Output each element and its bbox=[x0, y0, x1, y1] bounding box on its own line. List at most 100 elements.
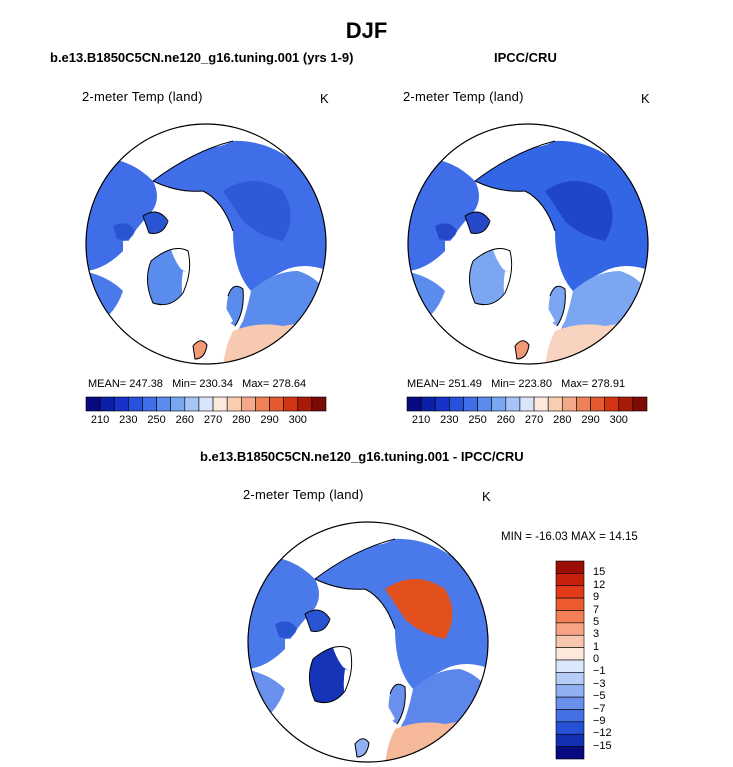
obs-bering-sea bbox=[518, 124, 555, 148]
diff-minmax: MIN = -16.03 MAX = 14.15 bbox=[501, 531, 638, 543]
obs-mean-label: MEAN= bbox=[407, 378, 446, 390]
model-colorbar-box bbox=[142, 396, 157, 412]
model-max-value: 278.64 bbox=[272, 378, 307, 390]
obs-colorbar-box bbox=[547, 396, 563, 412]
obs-colorbar-box bbox=[632, 396, 648, 412]
model-colorbar-box bbox=[113, 396, 129, 412]
model-colorbar-box bbox=[226, 396, 242, 412]
diff-land-scandinavia bbox=[388, 684, 406, 724]
diff-colorbar-tick-label: −15 bbox=[593, 739, 612, 752]
diff-colorbar-tick-label: 5 bbox=[593, 615, 600, 628]
model-colorbar-tick-label: 300 bbox=[288, 414, 307, 426]
obs-colorbar-box bbox=[449, 396, 464, 412]
diff-colorbar-box bbox=[555, 746, 585, 760]
model-arctic-ocean bbox=[166, 198, 228, 277]
diff-colorbar-box bbox=[555, 721, 585, 735]
diff-colorbar-box bbox=[555, 610, 585, 624]
diff-coastline bbox=[314, 538, 396, 580]
diff-colorbar-box bbox=[555, 672, 585, 686]
diff-map-border bbox=[247, 521, 489, 763]
diff-coastline bbox=[354, 738, 370, 758]
model-hudson-bay bbox=[123, 240, 145, 270]
obs-coastline bbox=[549, 285, 566, 327]
obs-colorbar-tick-label: 250 bbox=[468, 414, 487, 426]
obs-hudson-bay bbox=[445, 240, 467, 270]
obs-land-archipelago bbox=[465, 212, 490, 234]
model-bering-sea bbox=[196, 124, 233, 148]
obs-colorbar-box bbox=[618, 396, 634, 412]
diff-land-archipelago-2 bbox=[275, 621, 297, 638]
model-colorbar-tick-label: 270 bbox=[203, 414, 223, 426]
model-colorbar-box bbox=[156, 396, 172, 412]
diff-colorbar-box bbox=[555, 560, 585, 574]
model-colorbar-tick-label: 260 bbox=[175, 414, 194, 426]
obs-colorbar-box bbox=[491, 396, 507, 412]
model-colorbar bbox=[85, 396, 327, 412]
obs-colorbar-ticks: 210 230 250 260 270 280 290 300 bbox=[407, 414, 647, 428]
model-colorbar-box bbox=[255, 396, 270, 412]
model-colorbar-ticks: 210 230 250 260 270 280 290 300 bbox=[86, 414, 326, 428]
model-colorbar-box bbox=[297, 396, 313, 412]
diff-colorbar-box bbox=[555, 733, 585, 747]
diff-colorbar-tick-label: 12 bbox=[593, 578, 606, 591]
model-land-archipelago bbox=[143, 212, 168, 234]
obs-colorbar-tick-label: 300 bbox=[609, 414, 628, 426]
obs-colorbar-box bbox=[590, 396, 605, 412]
diff-colorbar-tick-label: −7 bbox=[593, 702, 606, 715]
diff-coastline bbox=[389, 683, 406, 725]
model-land-archipelago-2 bbox=[113, 223, 135, 240]
diff-colorbar bbox=[555, 560, 585, 760]
diff-bering-sea bbox=[358, 522, 395, 546]
model-coastline bbox=[152, 180, 234, 232]
model-stats: MEAN= 247.38 Min= 230.34 Max= 278.64 bbox=[88, 378, 306, 390]
model-colorbar-box bbox=[85, 396, 101, 412]
diff-units-label: K bbox=[482, 489, 491, 504]
diff-coastline bbox=[304, 609, 331, 632]
obs-land-siberia-core bbox=[545, 181, 613, 241]
model-atlantic-ocean bbox=[181, 271, 233, 330]
obs-colorbar-box bbox=[604, 396, 620, 412]
model-land-north-america bbox=[86, 158, 157, 271]
diff-colorbar-tick-label: 3 bbox=[593, 628, 600, 641]
obs-units-label: K bbox=[641, 91, 650, 106]
diff-colorbar-tick-label: −1 bbox=[593, 665, 606, 678]
model-units-label: K bbox=[320, 91, 329, 106]
obs-colorbar-box bbox=[420, 396, 436, 412]
model-colorbar-box bbox=[99, 396, 115, 412]
obs-colorbar-tick-label: 290 bbox=[581, 414, 600, 426]
obs-colorbar-box bbox=[519, 396, 535, 412]
model-coastline bbox=[147, 248, 191, 306]
obs-colorbar-box bbox=[576, 396, 591, 412]
obs-variable-label: 2-meter Temp (land) bbox=[403, 89, 524, 104]
model-colorbar-box bbox=[269, 396, 284, 412]
diff-colorbar-box bbox=[555, 647, 585, 661]
obs-colorbar-tick-label: 270 bbox=[524, 414, 544, 426]
obs-colorbar bbox=[406, 396, 648, 412]
diff-coastline bbox=[309, 646, 353, 704]
model-mean-label: MEAN= bbox=[88, 378, 127, 390]
obs-max-value: 278.91 bbox=[591, 378, 626, 390]
diff-colorbar-tick-label: −5 bbox=[593, 690, 606, 703]
model-coastline bbox=[152, 140, 234, 182]
obs-coastline bbox=[514, 340, 530, 360]
diff-colorbar-tick-label: 15 bbox=[593, 566, 606, 579]
model-coastline bbox=[192, 340, 208, 360]
model-panel-title: b.e13.B1850C5CN.ne120_g16.tuning.001 (yr… bbox=[50, 50, 354, 65]
obs-coastline bbox=[469, 248, 513, 306]
diff-colorbar-box bbox=[555, 634, 585, 648]
obs-arctic-ocean bbox=[488, 198, 550, 277]
model-variable-label: 2-meter Temp (land) bbox=[82, 89, 203, 104]
model-colorbar-tick-label: 210 bbox=[90, 414, 110, 426]
obs-max-label: Max= bbox=[561, 378, 589, 390]
diff-land-archipelago bbox=[305, 610, 330, 632]
obs-colorbar-box bbox=[477, 396, 493, 412]
obs-colorbar-box bbox=[505, 396, 521, 412]
model-colorbar-tick-label: 290 bbox=[260, 414, 279, 426]
diff-colorbar-tick-label: −12 bbox=[593, 727, 612, 740]
obs-land-north-america bbox=[408, 158, 479, 271]
diff-colorbar-box bbox=[555, 585, 585, 599]
model-land-siberia-core bbox=[223, 181, 291, 241]
model-min-value: 230.34 bbox=[199, 378, 233, 390]
diff-land-north-america bbox=[248, 556, 319, 669]
model-colorbar-tick-label: 280 bbox=[232, 414, 251, 426]
